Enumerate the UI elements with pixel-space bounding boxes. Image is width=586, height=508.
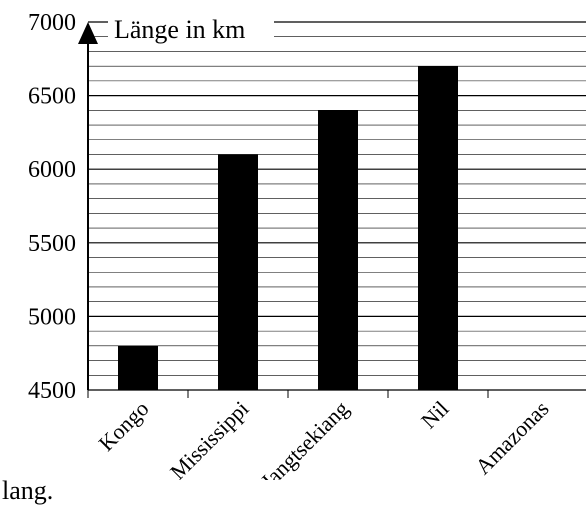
axes <box>87 40 586 398</box>
y-tick-label: 7000 <box>28 10 76 36</box>
y-tick-label: 5000 <box>28 304 76 330</box>
bar-mississippi <box>218 154 258 390</box>
x-tick-label: Nil <box>416 396 454 434</box>
bar-kongo <box>118 345 158 390</box>
y-axis-label-background <box>108 12 274 44</box>
x-tick-label: Amazonas <box>470 396 553 479</box>
bar-jangtsekiang <box>318 110 358 390</box>
y-tick-label: 6500 <box>28 84 76 110</box>
y-tick-label: 6000 <box>28 157 76 183</box>
x-tick-label: Kongo <box>94 396 154 456</box>
y-axis-label: Länge in km <box>114 15 245 44</box>
x-tick-labels: Kongo Mississippi Jangtsekiang Nil Amazonas <box>94 396 554 480</box>
y-axis-arrow-icon <box>78 22 98 44</box>
y-tick-labels: 4500 5000 5500 6000 6500 7000 <box>28 10 76 404</box>
caption-text: lang. <box>2 476 54 505</box>
river-length-chart: 4500 5000 5500 6000 6500 7000 Kongo Mississipp… <box>28 10 586 480</box>
bars <box>118 66 458 390</box>
y-tick-label: 5500 <box>28 231 76 257</box>
x-tick-label: Jangtsekiang <box>255 396 353 480</box>
y-tick-label: 4500 <box>28 378 76 404</box>
x-tick-label: Mississippi <box>165 396 254 480</box>
bar-nil <box>418 66 458 390</box>
